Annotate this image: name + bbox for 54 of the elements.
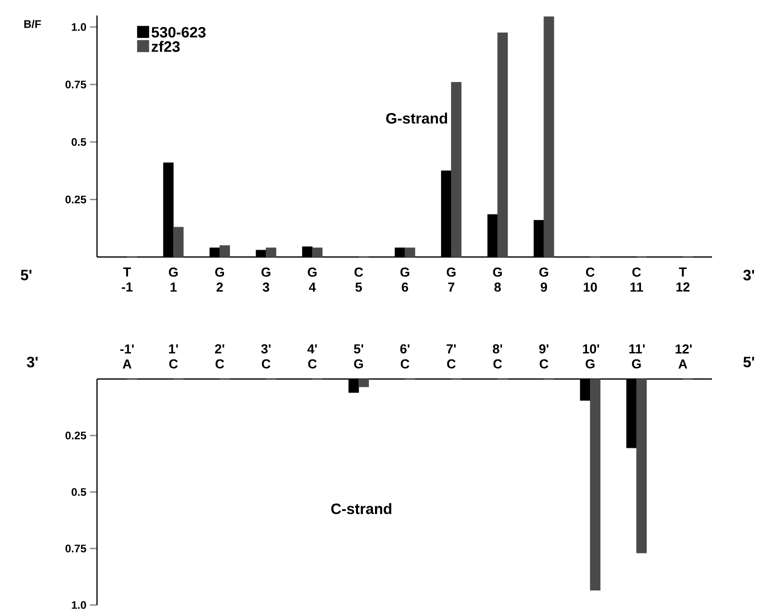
text: G-strand — [386, 112, 448, 124]
legend-label: 530-623 — [152, 26, 206, 38]
text: 3' — [743, 270, 754, 280]
x-tick-label: 7' C — [446, 344, 456, 368]
x-tick-label: 3' C — [261, 344, 271, 368]
x-tick-label: G 9 — [539, 268, 548, 292]
y-tick-label: 0.75 — [66, 80, 86, 88]
bar — [590, 378, 600, 591]
x-tick-label: C 11 — [630, 268, 644, 292]
bar — [312, 248, 323, 258]
text: 3' — [26, 356, 38, 368]
x-tick-label: 1' C — [169, 344, 178, 368]
legend-label: zf23 — [152, 40, 180, 52]
y-tick-label: 0.75 — [66, 544, 86, 552]
bar — [497, 32, 508, 258]
text: 5' — [743, 356, 754, 368]
x-tick-label: 11' G — [629, 344, 645, 368]
text: 5' — [20, 270, 32, 280]
x-tick-label: G 2 — [215, 268, 224, 292]
x-tick-label: G 8 — [493, 268, 502, 292]
x-tick-label: G 4 — [308, 268, 317, 292]
x-tick-label: 4' C — [307, 344, 317, 368]
x-tick-label: C 10 — [584, 268, 597, 292]
bar — [636, 378, 647, 554]
y-tick-label: 0.5 — [72, 138, 86, 146]
y-tick-label: 0.5 — [72, 488, 86, 496]
y-tick-label: 1.0 — [72, 601, 86, 609]
text: C-strand — [331, 503, 392, 514]
x-tick-label: -1' A — [120, 344, 134, 368]
bar — [544, 16, 554, 258]
bar — [220, 245, 230, 258]
x-tick-label: T -1 — [122, 268, 133, 292]
x-tick-label: G 1 — [168, 268, 178, 292]
x-tick-label: 12' A — [676, 344, 692, 368]
x-tick-label: 10' G — [583, 344, 600, 368]
x-tick-label: 2' C — [215, 344, 224, 368]
x-tick-label: T 12 — [676, 268, 690, 292]
y-axis-title: B/F — [24, 20, 41, 28]
bar — [358, 378, 369, 388]
x-tick-label: G 7 — [446, 268, 456, 292]
bar — [173, 226, 184, 258]
x-tick-label: 6' C — [400, 344, 410, 368]
bar — [451, 82, 462, 258]
x-tick-label: C 5 — [354, 268, 363, 292]
bar — [404, 248, 416, 258]
x-tick-label: G 3 — [262, 268, 270, 292]
x-tick-label: 8' C — [492, 344, 502, 368]
bar — [266, 248, 276, 258]
x-tick-label: 9' C — [539, 344, 548, 368]
y-tick-label: 1.0 — [72, 23, 86, 31]
x-tick-label: 5' G — [354, 344, 364, 368]
x-tick-label: G 6 — [400, 268, 410, 292]
y-tick-label: 0.25 — [66, 432, 86, 440]
y-tick-label: 0.25 — [66, 196, 86, 204]
